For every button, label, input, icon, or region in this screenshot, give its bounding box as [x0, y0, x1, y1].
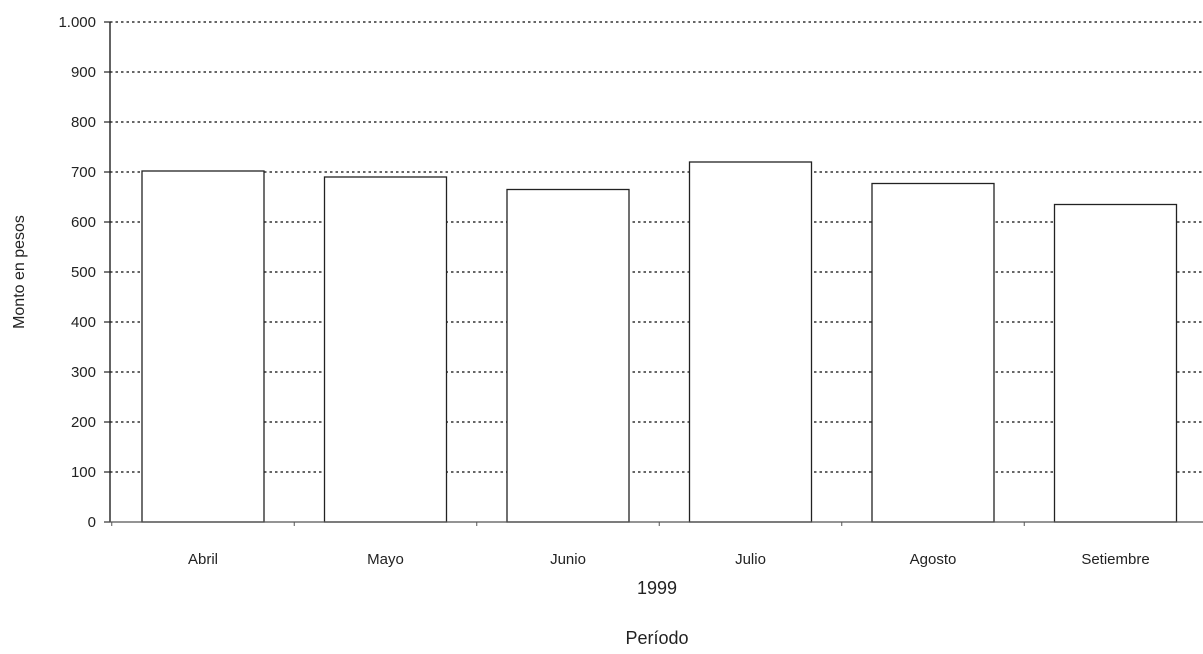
- x-axis-label: Período: [625, 628, 688, 648]
- y-tick-label: 800: [71, 114, 96, 131]
- x-tick-label: Mayo: [367, 551, 404, 568]
- y-tick-labels: 0 100 200 300 400 500 600 700 800 900 1.000: [58, 14, 96, 531]
- y-tick-label: 200: [71, 414, 96, 431]
- axes: [104, 21, 1203, 526]
- y-tick-label: 0: [88, 514, 96, 531]
- y-tick-label: 600: [71, 214, 96, 231]
- x-tick-label: Julio: [735, 551, 766, 568]
- bar-junio: [506, 188, 630, 523]
- y-tick-label: 400: [71, 314, 96, 331]
- x-tick-label: Abril: [188, 551, 218, 568]
- y-tick-label: 900: [71, 64, 96, 81]
- gridlines: [110, 21, 1203, 473]
- x-tick-label: Agosto: [910, 551, 957, 568]
- bar-mayo: [323, 176, 448, 523]
- y-tick-label: 500: [71, 264, 96, 281]
- y-axis-label: Monto en pesos: [11, 215, 28, 329]
- y-tick-label: 1.000: [58, 14, 96, 31]
- y-tick-label: 700: [71, 164, 96, 181]
- bar-agosto: [871, 182, 995, 523]
- bar-setiembre: [1053, 203, 1178, 523]
- y-tick-label: 300: [71, 364, 96, 381]
- x-tick-label: Setiembre: [1081, 551, 1149, 568]
- x-tick-label: Junio: [550, 551, 586, 568]
- bar-abril: [141, 170, 265, 523]
- x-tick-labels: Abril Mayo Junio Julio Agosto Setiembre: [188, 551, 1150, 568]
- x-group-label: 1999: [637, 578, 677, 598]
- bars: [141, 161, 1178, 523]
- y-tick-label: 100: [71, 464, 96, 481]
- bar-julio: [688, 161, 813, 523]
